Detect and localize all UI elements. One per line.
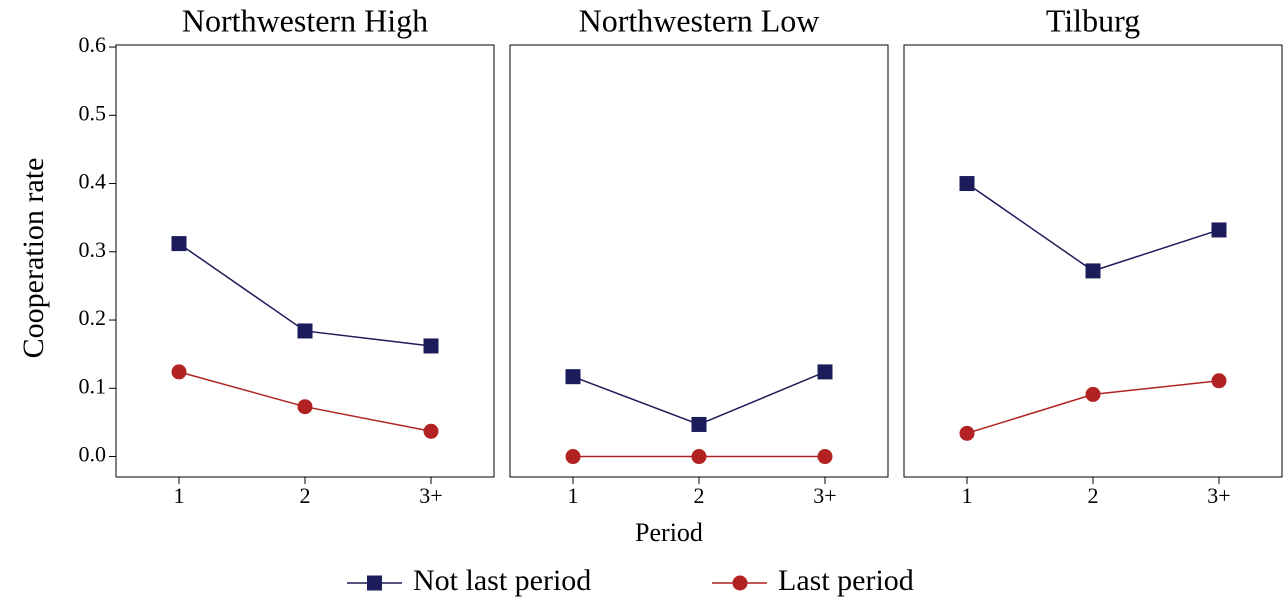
marker [297, 323, 313, 339]
marker [171, 236, 187, 252]
panel-title: Northwestern Low [579, 2, 820, 38]
marker [817, 449, 833, 465]
y-tick-label: 0.3 [79, 237, 107, 262]
y-tick-label: 0.0 [79, 442, 107, 467]
panel-frame [509, 44, 889, 478]
y-tick-label: 0.1 [79, 373, 107, 398]
y-tick-label: 0.2 [79, 305, 107, 330]
panel-frame [903, 44, 1283, 478]
marker [1211, 373, 1227, 389]
marker [1085, 386, 1101, 402]
series-line [572, 371, 826, 426]
panel-title: Northwestern High [182, 2, 428, 38]
x-tick-label: 2 [300, 483, 311, 508]
marker [959, 425, 975, 441]
y-tick-label: 0.5 [79, 100, 107, 125]
marker [565, 449, 581, 465]
x-tick-label: 3+ [1207, 483, 1230, 508]
y-tick-label: 0.4 [79, 169, 107, 194]
panel-title: Tilburg [1046, 2, 1140, 38]
marker [959, 176, 975, 192]
marker [1085, 263, 1101, 279]
legend-marker [732, 575, 748, 591]
marker [423, 338, 439, 354]
marker [423, 423, 439, 439]
legend-label: Last period [778, 564, 914, 597]
x-tick-label: 2 [694, 483, 705, 508]
x-tick-label: 1 [174, 483, 185, 508]
y-axis-label: Cooperation rate [17, 158, 50, 359]
marker [691, 416, 707, 432]
legend-label: Not last period [413, 564, 591, 597]
marker [691, 449, 707, 465]
marker [297, 399, 313, 415]
series-line [966, 182, 1220, 272]
x-tick-label: 3+ [419, 483, 442, 508]
x-tick-label: 2 [1088, 483, 1099, 508]
y-tick-label: 0.6 [79, 32, 107, 57]
x-tick-label: 1 [568, 483, 579, 508]
x-tick-label: 1 [962, 483, 973, 508]
marker [817, 364, 833, 380]
marker [1211, 222, 1227, 238]
legend-marker [367, 575, 382, 591]
x-tick-label: 3+ [813, 483, 836, 508]
marker [565, 369, 581, 385]
x-axis-label: Period [635, 518, 703, 547]
marker [171, 364, 187, 380]
